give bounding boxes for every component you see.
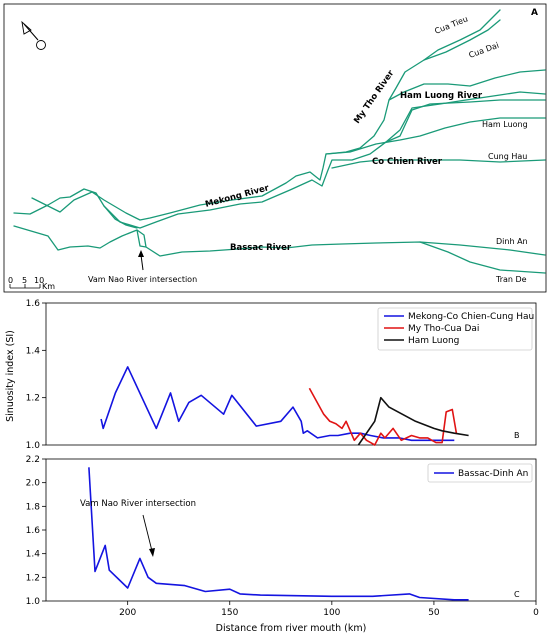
chart-b-frame	[45, 302, 537, 446]
map-panel: A Cua Tieu Cua Dai My Tho River Ham Luon…	[3, 3, 547, 293]
vam-nao-arrow-icon	[138, 250, 144, 271]
y-tick-label: 1.2	[26, 394, 40, 404]
co-chien-river-line	[325, 117, 546, 155]
chart-c-panel-letter: C	[514, 590, 520, 599]
river-network	[13, 9, 546, 274]
label-ham-luong: Ham Luong	[482, 120, 528, 129]
x-tick-label: 150	[221, 608, 238, 618]
y-tick-label: 2.2	[26, 455, 40, 465]
series-line-bassac-dinh-an	[88, 467, 469, 601]
label-ham-luong-river: Ham Luong River	[400, 91, 483, 101]
x-tick-label: 100	[323, 608, 340, 618]
series-line-my-tho-cua-dai	[308, 387, 458, 446]
chart-c-legend-box	[427, 463, 533, 483]
scale-tick-0: 0	[8, 276, 13, 285]
y-tick-label: 1.2	[26, 573, 40, 583]
chart-c-series	[88, 467, 469, 601]
chart-c: 1.0 1.2 1.4 1.6 1.8 2.0 2.2 200 150 100 50 0 C Bas…	[26, 455, 539, 634]
series-line-ham-luong	[357, 396, 469, 446]
y-tick-label: 1.6	[26, 299, 41, 309]
scale-tick-5: 5	[22, 276, 27, 285]
chart-c-annotation-arrow-icon	[142, 514, 155, 557]
chart-c-x-axis-label: Distance from river mouth (km)	[216, 623, 367, 634]
bassac-south-branch-line	[419, 241, 546, 274]
x-tick-label: 0	[533, 608, 539, 618]
mekong-river-line	[31, 9, 501, 221]
label-co-chien-river: Co Chien River	[372, 157, 443, 167]
chart-c-annotation: Vam Nao River intersection	[80, 499, 196, 509]
y-tick-label: 1.6	[26, 526, 41, 536]
chart-b-series	[100, 366, 469, 446]
scale-tick-10: 10	[34, 276, 44, 285]
y-tick-label: 2.0	[26, 479, 41, 489]
label-cung-hau: Cung Hau	[488, 152, 527, 161]
chart-b-y-axis-label: Sinuosity index (SI)	[5, 330, 16, 422]
chart-c-x-ticks: 200 150 100 50 0	[119, 601, 539, 618]
label-bassac-river: Bassac River	[230, 243, 292, 253]
scale-unit: Km	[42, 282, 55, 291]
legend-label-mekong: Mekong-Co Chien-Cung Hau	[408, 312, 534, 322]
label-vam-nao-intersection: Vam Nao River intersection	[88, 275, 197, 284]
x-tick-label: 200	[119, 608, 136, 618]
y-tick-label: 1.0	[26, 441, 41, 451]
map-frame	[3, 3, 547, 293]
co-chien-south-line	[331, 159, 546, 169]
chart-b-y-ticks: 1.0 1.2 1.4 1.6	[26, 299, 46, 451]
chart-c-legend: Bassac-Dinh An	[427, 463, 533, 483]
vam-nao-river-line	[136, 229, 147, 248]
y-tick-label: 1.4	[26, 550, 41, 560]
bassac-river-line	[13, 225, 546, 257]
y-tick-label: 1.4	[26, 346, 41, 356]
x-tick-label: 50	[428, 608, 440, 618]
label-tran-de: Tran De	[495, 275, 527, 284]
ham-luong-branch-line	[388, 69, 546, 101]
scale-bar: 0 5 10 Km	[8, 276, 55, 291]
cua-dai-branch-line	[423, 19, 501, 61]
chart-b-panel-letter: B	[514, 431, 520, 440]
legend-label-bassac: Bassac-Dinh An	[458, 469, 528, 479]
y-tick-label: 1.0	[26, 597, 41, 607]
y-tick-label: 1.8	[26, 502, 41, 512]
series-line-mekong-co-chien-cung-hau	[100, 366, 455, 442]
north-arrow-icon	[21, 20, 46, 50]
chart-b-legend-box	[377, 307, 533, 351]
chart-b-legend: Mekong-Co Chien-Cung Hau My Tho-Cua Dai …	[377, 307, 534, 351]
legend-label-ham-luong: Ham Luong	[408, 336, 459, 346]
chart-b: 1.0 1.2 1.4 1.6 B Mekong-Co Chien-Cung Hau …	[5, 299, 537, 451]
label-dinh-an: Dinh An	[496, 237, 528, 246]
chart-c-y-ticks: 1.0 1.2 1.4 1.6 1.8 2.0 2.2	[26, 455, 46, 607]
legend-label-my-tho: My Tho-Cua Dai	[408, 324, 479, 334]
ham-luong-south-line	[385, 99, 546, 143]
map-panel-letter: A	[531, 8, 538, 18]
